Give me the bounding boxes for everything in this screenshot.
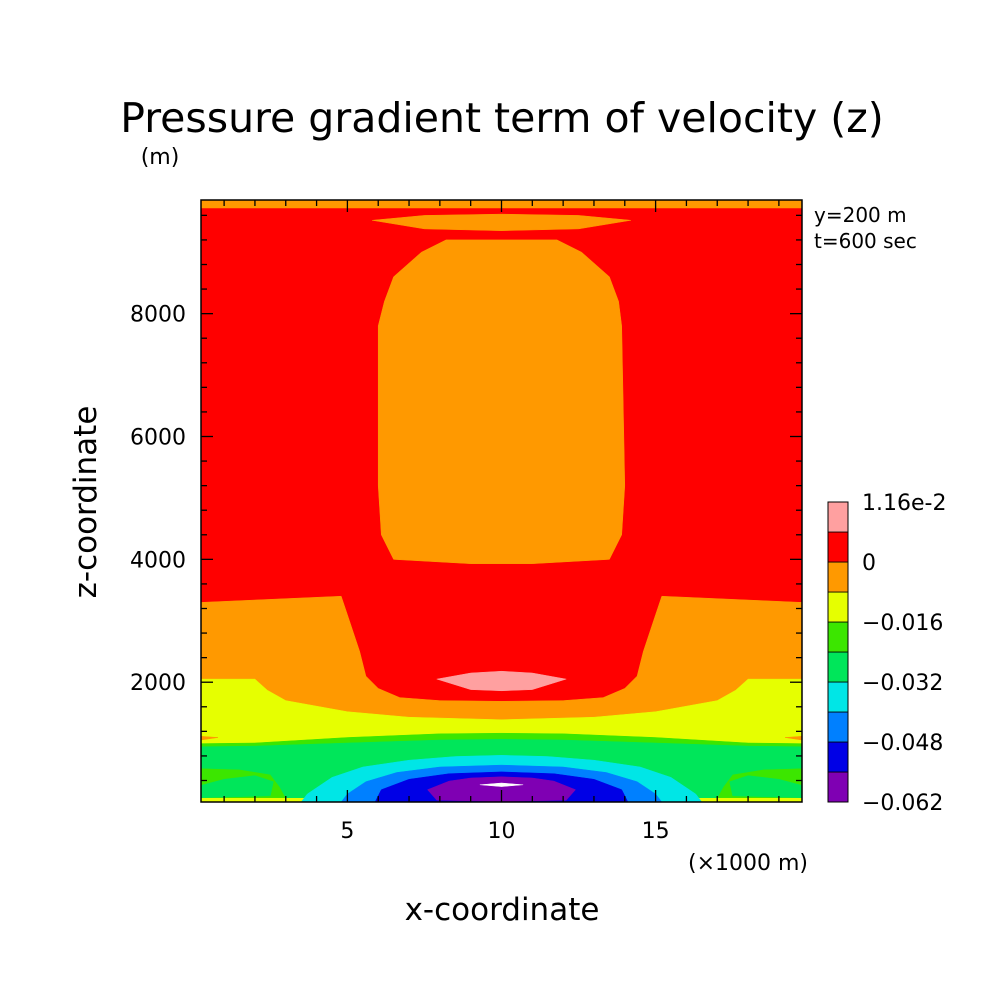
colorbar-label: −0.062 (862, 791, 943, 816)
annotation-y: y=200 m (814, 203, 907, 227)
colorbar-label: 1.16e-2 (862, 491, 946, 516)
contour-purple-core (427, 776, 576, 802)
y-tick-label: 2000 (130, 671, 186, 696)
plot-area: 5 10 15 2000 4000 6000 8000 (130, 199, 803, 844)
y-axis-unit: (m) (141, 145, 180, 170)
contour-regions (200, 199, 803, 803)
colorbar-label: −0.032 (862, 671, 943, 696)
colorbar-frame (827, 501, 849, 803)
colorbar-label: −0.048 (862, 731, 943, 756)
colorbar-box (827, 561, 849, 593)
colorbar-box (827, 651, 849, 683)
x-axis-unit: (×1000 m) (688, 851, 808, 876)
colorbar-label: −0.016 (862, 611, 943, 636)
x-axis-label: x-coordinate (405, 892, 600, 928)
y-tick-label: 4000 (130, 548, 186, 573)
contour-central-column (377, 239, 626, 564)
x-tick-label: 5 (340, 819, 354, 844)
y-axis-label: z-coordinate (68, 406, 104, 599)
contour-low-lens (436, 670, 567, 692)
annotation-t: t=600 sec (814, 229, 917, 253)
colorbar-box (827, 591, 849, 623)
colorbar-label: 0 (862, 551, 876, 576)
colorbar-box (827, 711, 849, 743)
colorbar-box (827, 771, 849, 803)
y-tick-label: 6000 (130, 426, 186, 451)
axis-ticks: 5 10 15 2000 4000 6000 8000 (130, 200, 802, 844)
contour-upper-lens (372, 213, 631, 231)
colorbar-box (827, 681, 849, 713)
colorbar-box (827, 741, 849, 773)
contour-lower-band (200, 595, 803, 726)
colorbar-box (827, 621, 849, 653)
contour-center-hole (479, 782, 524, 787)
x-tick-label: 10 (488, 819, 516, 844)
colorbar-box (827, 501, 849, 533)
chart-title: Pressure gradient term of velocity (z) (120, 94, 884, 142)
colorbar-box (827, 531, 849, 563)
colorbar: 1.16e-2 0 −0.016 −0.032 −0.048 −0.062 (827, 491, 946, 816)
x-tick-label: 15 (642, 819, 670, 844)
y-tick-label: 8000 (130, 303, 186, 328)
